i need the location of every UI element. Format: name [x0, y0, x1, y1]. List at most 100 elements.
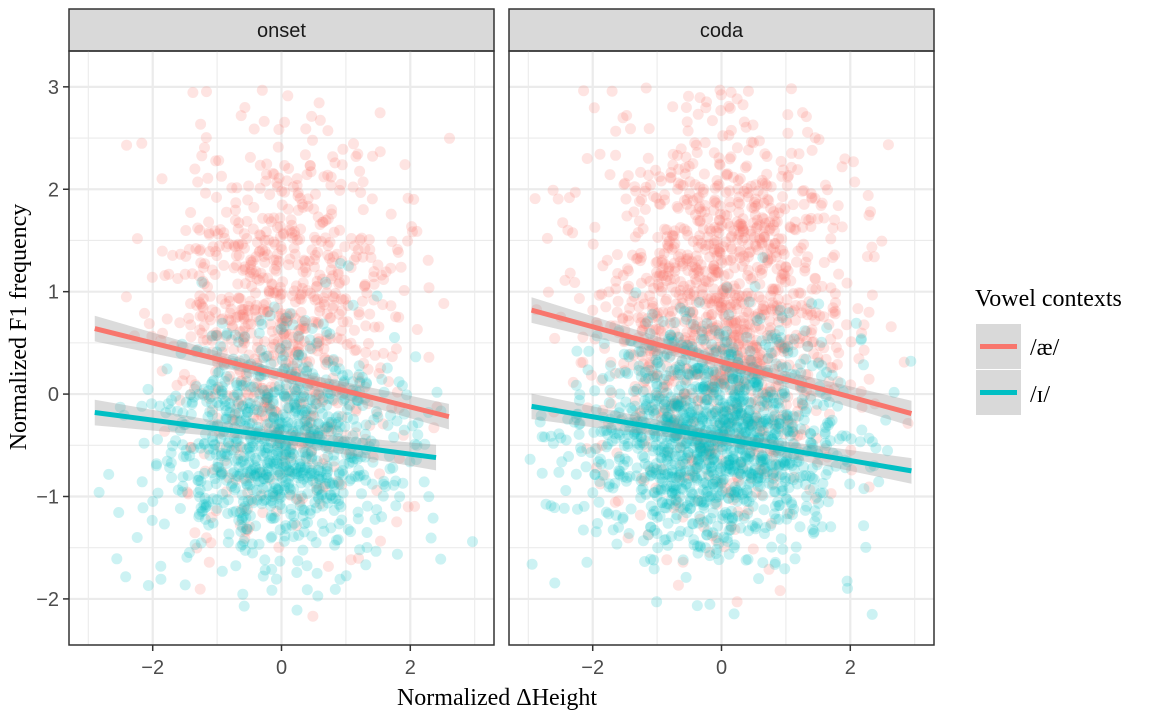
data-point — [337, 316, 349, 328]
data-point — [289, 468, 301, 480]
data-point — [385, 262, 397, 274]
data-point — [796, 397, 808, 409]
data-point — [371, 408, 383, 420]
data-point — [578, 85, 590, 97]
data-point — [295, 477, 307, 489]
data-point — [263, 350, 275, 362]
data-point — [185, 207, 197, 218]
data-point — [152, 434, 163, 445]
data-point — [204, 406, 216, 418]
data-point — [335, 333, 347, 345]
data-point — [328, 226, 340, 238]
data-point — [852, 303, 864, 315]
data-point — [287, 319, 299, 331]
data-point — [603, 286, 615, 298]
data-point — [316, 396, 328, 408]
data-point — [660, 396, 672, 408]
data-point — [175, 248, 186, 260]
data-point — [684, 176, 696, 188]
data-point — [239, 332, 251, 344]
data-point — [797, 185, 808, 197]
data-point — [196, 300, 208, 312]
data-point — [299, 316, 311, 328]
data-point — [603, 397, 615, 409]
data-point — [210, 155, 222, 167]
x-tick-label: −2 — [141, 657, 164, 679]
data-point — [322, 497, 334, 509]
data-point — [711, 543, 723, 555]
data-point — [199, 465, 211, 477]
data-point — [291, 468, 303, 480]
data-point — [273, 423, 285, 435]
data-point — [314, 269, 326, 281]
data-point — [314, 425, 326, 437]
data-point — [368, 266, 380, 278]
data-point — [829, 288, 841, 300]
data-point — [223, 373, 235, 385]
data-point — [273, 310, 285, 322]
data-point — [210, 505, 222, 517]
data-point — [220, 330, 232, 342]
data-point — [137, 502, 149, 514]
data-point — [775, 533, 787, 545]
data-point — [198, 438, 210, 450]
data-point — [272, 181, 283, 193]
data-point — [321, 287, 333, 299]
data-point — [226, 182, 238, 194]
data-point — [282, 390, 294, 402]
data-point — [308, 411, 320, 423]
data-point — [302, 420, 314, 432]
data-point — [320, 374, 332, 386]
data-point — [233, 514, 245, 526]
data-point — [723, 548, 735, 560]
data-point — [376, 373, 388, 385]
data-point — [207, 517, 219, 529]
data-point — [304, 160, 316, 172]
data-point — [868, 251, 880, 263]
data-point — [279, 455, 291, 467]
data-point — [215, 469, 227, 481]
data-point — [198, 389, 210, 401]
data-point — [336, 514, 348, 526]
data-point — [276, 288, 288, 300]
data-point — [662, 242, 674, 254]
data-point — [323, 393, 335, 405]
data-point — [704, 251, 716, 263]
data-point — [340, 429, 352, 441]
data-point — [295, 293, 307, 305]
data-point — [223, 437, 235, 449]
data-point — [360, 433, 371, 445]
strip-label: coda — [700, 20, 744, 42]
data-point — [308, 428, 320, 440]
data-point — [195, 118, 207, 130]
data-point — [224, 407, 236, 418]
data-point — [677, 455, 689, 467]
data-point — [255, 382, 267, 394]
data-point — [250, 400, 262, 412]
data-point — [287, 360, 299, 372]
data-point — [876, 235, 888, 247]
data-point — [261, 350, 273, 362]
data-point — [242, 397, 254, 409]
data-point — [342, 316, 354, 328]
data-point — [229, 214, 241, 226]
data-point — [321, 422, 333, 433]
data-point — [332, 433, 344, 444]
data-point — [195, 257, 207, 269]
data-point — [235, 526, 247, 537]
data-point — [237, 539, 249, 551]
data-point — [347, 181, 359, 193]
data-point — [622, 455, 634, 467]
data-point — [292, 425, 304, 436]
data-point — [206, 334, 218, 346]
data-point — [249, 353, 261, 365]
data-point — [232, 240, 244, 252]
data-point — [245, 256, 257, 268]
data-point — [385, 300, 397, 312]
data-point — [630, 287, 642, 299]
data-point — [264, 400, 276, 411]
data-point — [726, 243, 738, 255]
data-point — [228, 391, 240, 403]
data-point — [310, 188, 321, 200]
